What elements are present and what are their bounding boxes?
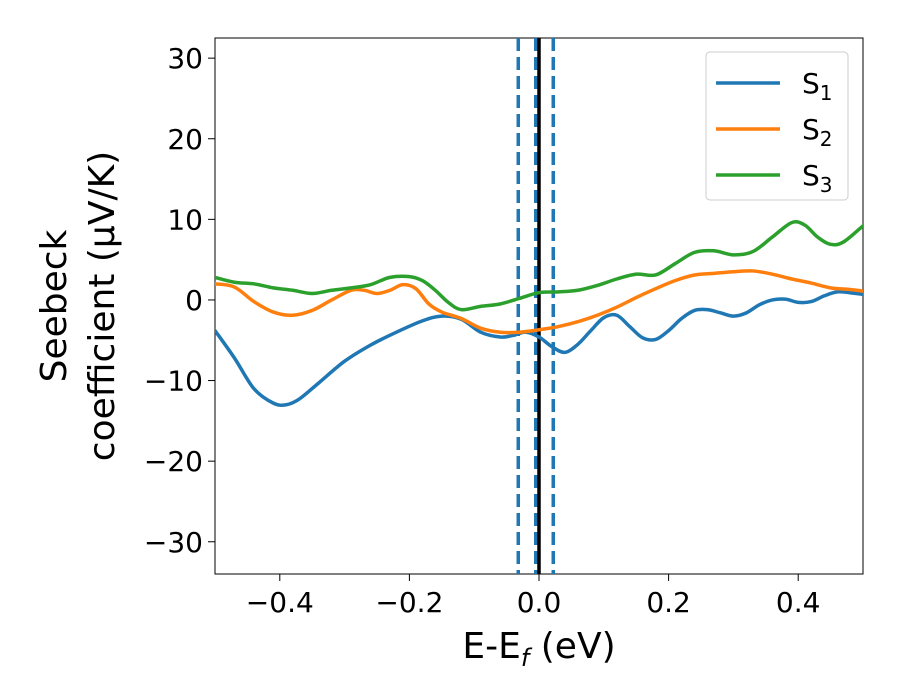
series-line-1 (215, 289, 863, 407)
legend-label-subscript: 1 (820, 81, 833, 105)
y-tick-label: 10 (167, 203, 203, 236)
x-tick-label: 0.4 (776, 586, 821, 619)
x-tick-label: −0.4 (246, 586, 314, 619)
x-axis-title: E-Ef (eV) (462, 626, 615, 672)
y-axis-title-line1: Seebeck (34, 229, 75, 382)
y-tick-label: −30 (144, 526, 203, 559)
y-axis: −30 −20 −10 0 10 20 30 (144, 42, 215, 559)
legend-box (705, 51, 849, 201)
legend-label-2: S2 (802, 113, 833, 151)
x-axis-title-main: E-E (462, 626, 520, 667)
x-tick-label: 0.2 (646, 586, 691, 619)
x-axis: −0.4 −0.2 0.0 0.2 0.4 (246, 574, 821, 619)
legend-label-main: S (802, 113, 820, 146)
x-tick-label: −0.2 (375, 586, 443, 619)
legend-label-subscript: 3 (820, 173, 833, 197)
x-axis-title-unit: (eV) (529, 626, 615, 667)
legend-label-1: S1 (802, 67, 833, 105)
series-line-3 (215, 220, 863, 312)
legend-label-main: S (802, 159, 820, 192)
x-tick-label: 0.0 (517, 586, 562, 619)
legend-label-3: S3 (802, 159, 833, 197)
series-line-2 (215, 269, 863, 335)
series-lines (215, 220, 863, 407)
y-tick-label: 20 (167, 123, 203, 156)
y-axis-title-line2: coefficient (μV/K) (82, 151, 123, 461)
legend-label-main: S (802, 67, 820, 100)
legend-label-subscript: 2 (820, 127, 833, 151)
y-tick-label: −20 (144, 445, 203, 478)
y-tick-label: −10 (144, 365, 203, 398)
vertical-reference-lines (516, 38, 556, 574)
y-tick-label: 30 (167, 42, 203, 75)
y-tick-label: 0 (185, 284, 203, 317)
